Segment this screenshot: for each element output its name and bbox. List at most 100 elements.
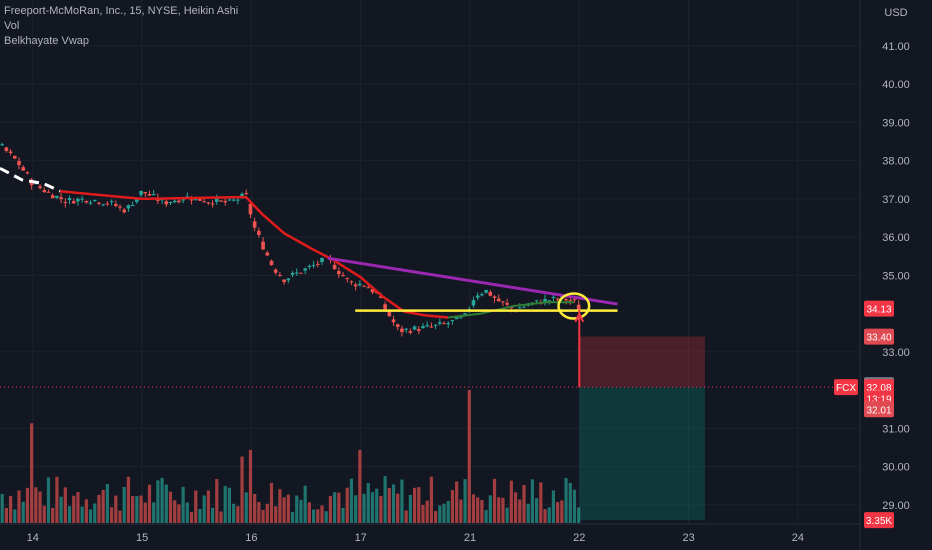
candle [526, 304, 530, 306]
volume-bar [168, 491, 173, 523]
candle [80, 198, 84, 200]
volume-bar [370, 492, 375, 523]
volume-bar [467, 390, 471, 523]
candle [299, 272, 303, 274]
candle [421, 326, 425, 329]
volume-bar [551, 490, 556, 523]
highlight-circle[interactable] [557, 292, 591, 320]
volume-bar [438, 505, 442, 523]
volume-bar [345, 487, 349, 523]
volume-bar [530, 479, 534, 523]
volume-bar [480, 500, 484, 523]
candle [488, 291, 493, 296]
price-tag-label: 32.01 [866, 405, 891, 416]
legend-vwap[interactable]: Belkhayate Vwap [4, 35, 89, 47]
price-tick-label: 38.00 [882, 156, 910, 168]
volume-bar [215, 478, 219, 523]
candle [46, 191, 51, 193]
candle [463, 313, 467, 315]
candle [109, 201, 114, 203]
volume-bar [88, 509, 93, 523]
volume-bar [434, 511, 438, 523]
legend-title[interactable]: Freeport-McMoRan, Inc., 15, NYSE, Heikin… [4, 5, 239, 17]
candle [278, 275, 282, 277]
candle [543, 298, 547, 302]
price-tag [864, 328, 894, 345]
candle [534, 300, 539, 302]
candle [387, 311, 392, 317]
volume-bar [324, 511, 328, 523]
volume-bar [337, 492, 341, 523]
candle [572, 299, 577, 301]
volume-bar [164, 484, 168, 523]
volume-bar [560, 500, 564, 523]
candle [8, 151, 13, 153]
volume-bar [391, 484, 396, 523]
symbol-tag[interactable] [834, 379, 858, 396]
volume-bar [185, 502, 189, 523]
candle [252, 221, 257, 228]
volume-bar [67, 506, 72, 523]
candle [332, 264, 337, 270]
candle [454, 316, 459, 320]
candle [475, 295, 480, 298]
volume-bar [257, 501, 261, 523]
volume-bar [173, 500, 177, 523]
take-profit-zone[interactable] [579, 387, 705, 521]
candle [88, 202, 93, 204]
volume-bar [223, 486, 227, 523]
candle [118, 206, 122, 208]
candle [416, 329, 421, 332]
volume-bar [299, 499, 303, 523]
volume-bar [333, 492, 337, 523]
volume-bar [30, 423, 34, 523]
entry-arrowhead [574, 311, 585, 323]
volume-bar [118, 510, 122, 523]
stop-loss-zone[interactable] [579, 336, 705, 388]
candle [122, 209, 127, 213]
volume-bar [446, 500, 450, 523]
resistance-trendline[interactable] [327, 256, 618, 306]
candle [172, 200, 177, 203]
candle [59, 197, 63, 200]
volume-bar [455, 481, 459, 523]
volume-bar [459, 499, 463, 523]
volume-bar [17, 490, 21, 523]
candle [501, 301, 505, 303]
volume-bar [303, 485, 307, 523]
price-tag-label: 32.08 [866, 383, 891, 394]
legend-volume[interactable]: Vol [4, 20, 20, 32]
candle [164, 201, 169, 205]
candle [471, 300, 476, 306]
candle [311, 264, 316, 266]
volume-bar [535, 498, 539, 523]
time-tick-label: 21 [464, 532, 476, 544]
price-tick-label: 37.00 [882, 194, 910, 206]
volume-bar [568, 482, 572, 523]
candle [517, 307, 522, 309]
price-tick-label: 41.00 [882, 41, 910, 53]
volume-bar [400, 479, 404, 523]
volume-bar [429, 476, 434, 523]
candle [576, 304, 581, 311]
volume-bar [189, 512, 194, 523]
candle [206, 202, 211, 204]
candle [269, 260, 274, 266]
volume-bar [206, 490, 210, 523]
candle [568, 299, 573, 301]
price-tick-label: 39.00 [882, 117, 910, 129]
volume-bar [316, 509, 320, 523]
volume-bar [349, 478, 354, 523]
candle [564, 298, 568, 301]
candle [261, 241, 265, 250]
volume-bar [282, 497, 286, 523]
price-tag [864, 401, 894, 418]
volume-bar [25, 487, 30, 523]
volume-bar [135, 496, 139, 523]
candle [345, 278, 350, 280]
candle [135, 198, 139, 202]
candle [404, 328, 408, 330]
price-tick-label: 36.00 [882, 232, 910, 244]
time-tick-label: 22 [573, 532, 585, 544]
